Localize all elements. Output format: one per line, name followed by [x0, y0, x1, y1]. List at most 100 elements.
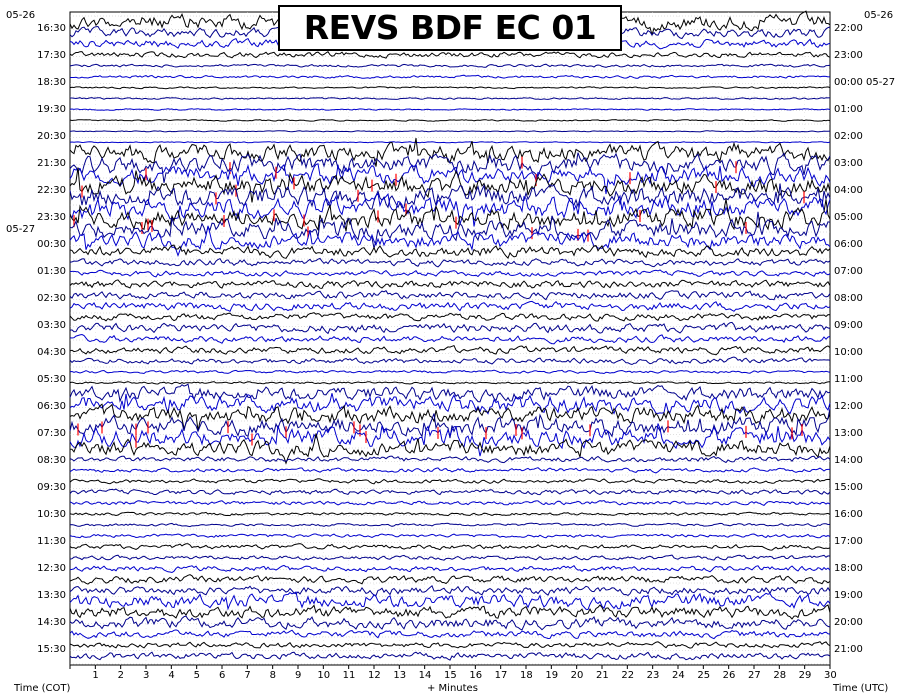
seismic-trace	[69, 199, 831, 232]
right-date-label: 05-26	[864, 10, 894, 21]
left-time-label: 10:30	[37, 509, 66, 520]
left-time-label: 03:30	[37, 320, 66, 331]
left-time-label: 23:30	[37, 212, 66, 223]
x-tick-label: 10	[317, 670, 331, 681]
right-time-label: 14:00	[834, 455, 863, 466]
right-time-label: 10:00	[834, 347, 863, 358]
seismic-trace	[69, 300, 831, 312]
seismic-trace	[69, 467, 830, 474]
left-time-label: 12:30	[37, 563, 66, 574]
chart-title: REVS BDF EC 01	[303, 8, 597, 47]
right-time-label: 00:00 05-27	[834, 77, 896, 88]
x-tick-label: 22	[621, 670, 635, 681]
left-time-label: 09:30	[37, 482, 66, 493]
seismic-trace	[70, 97, 831, 100]
seismic-trace	[69, 152, 831, 183]
seismic-trace	[69, 591, 831, 611]
left-time-label: 21:30	[37, 158, 66, 169]
left-axis-label: Time (COT)	[14, 683, 71, 694]
x-axis-label: + Minutes	[427, 683, 478, 694]
x-tick-label: 6	[219, 670, 226, 681]
x-tick-label: 20	[570, 670, 584, 681]
left-time-label: 04:30	[37, 347, 66, 358]
left-time-label: 13:30	[37, 590, 66, 601]
x-axis-ticks	[69, 665, 831, 669]
x-tick-label: 11	[342, 670, 356, 681]
x-tick-label: 1	[92, 670, 99, 681]
seismic-trace	[69, 141, 831, 144]
x-tick-label: 21	[596, 670, 609, 681]
seismic-trace	[69, 511, 831, 517]
right-time-label: 06:00	[834, 239, 863, 250]
right-time-label: 18:00	[834, 563, 863, 574]
seismic-trace	[69, 651, 831, 661]
x-tick-label: 17	[494, 670, 508, 681]
left-time-label: 15:30	[37, 644, 66, 655]
seismic-trace	[69, 63, 831, 68]
right-time-label: 17:00	[834, 536, 863, 547]
left-time-label: 14:30	[37, 617, 66, 628]
seismic-trace	[69, 321, 831, 335]
right-time-label: 09:00	[834, 320, 863, 331]
left-time-label: 11:30	[37, 536, 66, 547]
x-tick-label: 8	[269, 670, 277, 681]
right-time-label: 20:00	[834, 617, 863, 628]
seismic-trace	[69, 488, 831, 496]
x-tick-label: 19	[545, 670, 559, 681]
seismic-trace	[69, 383, 831, 403]
seismic-trace	[69, 290, 831, 301]
right-time-label: 13:00	[834, 428, 863, 439]
seismic-trace	[69, 269, 831, 278]
seismic-trace	[69, 629, 831, 640]
x-tick-label: 28	[773, 670, 787, 681]
seismic-trace	[69, 403, 831, 431]
seismic-trace	[69, 533, 831, 539]
x-tick-label: 5	[193, 670, 201, 681]
x-tick-label: 30	[824, 670, 837, 681]
x-tick-label: 26	[722, 670, 736, 681]
seismic-trace	[69, 51, 831, 59]
x-tick-label: 2	[117, 670, 125, 681]
seismic-trace	[69, 86, 831, 90]
x-tick-label: 9	[295, 670, 302, 681]
left-time-label: 05:30	[37, 374, 66, 385]
x-tick-label: 16	[469, 670, 483, 681]
right-axis-label: Time (UTC)	[833, 683, 889, 694]
seismic-trace	[69, 257, 831, 268]
seismic-trace	[69, 393, 831, 415]
seismic-trace	[69, 584, 831, 596]
seismic-trace	[69, 163, 831, 195]
left-time-label: 17:30	[37, 50, 66, 61]
right-time-label: 21:00	[834, 644, 863, 655]
seismic-trace	[69, 369, 831, 375]
chart-title-box: REVS BDF EC 01	[278, 5, 622, 51]
seismic-trace	[69, 615, 831, 631]
x-tick-label: 24	[672, 670, 685, 681]
x-tick-label: 7	[244, 670, 251, 681]
seismic-trace	[69, 225, 831, 258]
seismic-trace	[69, 108, 831, 111]
seismic-trace	[69, 522, 831, 528]
seismic-trace	[69, 356, 831, 366]
x-tick-label: 3	[143, 670, 150, 681]
seismic-trace	[69, 604, 831, 620]
seismic-trace	[69, 333, 831, 345]
left-time-label: 02:30	[37, 293, 66, 304]
right-time-label: 07:00	[834, 266, 863, 277]
seismic-trace	[69, 244, 831, 260]
right-time-label: 19:00	[834, 590, 863, 601]
left-time-label: 20:30	[37, 131, 66, 142]
x-tick-label: 23	[646, 670, 660, 681]
seismic-trace	[69, 499, 831, 506]
right-time-label: 16:00	[834, 509, 863, 520]
x-tick-label: 18	[520, 670, 533, 681]
left-time-label: 01:30	[37, 266, 66, 277]
left-time-label: 00:30	[37, 239, 66, 250]
seismic-trace	[69, 455, 831, 464]
x-tick-label: 15	[444, 670, 457, 681]
right-time-label: 05:00	[834, 212, 863, 223]
left-date-label: 05-26	[6, 10, 36, 21]
left-time-label: 06:30	[37, 401, 66, 412]
x-tick-label: 13	[393, 670, 407, 681]
